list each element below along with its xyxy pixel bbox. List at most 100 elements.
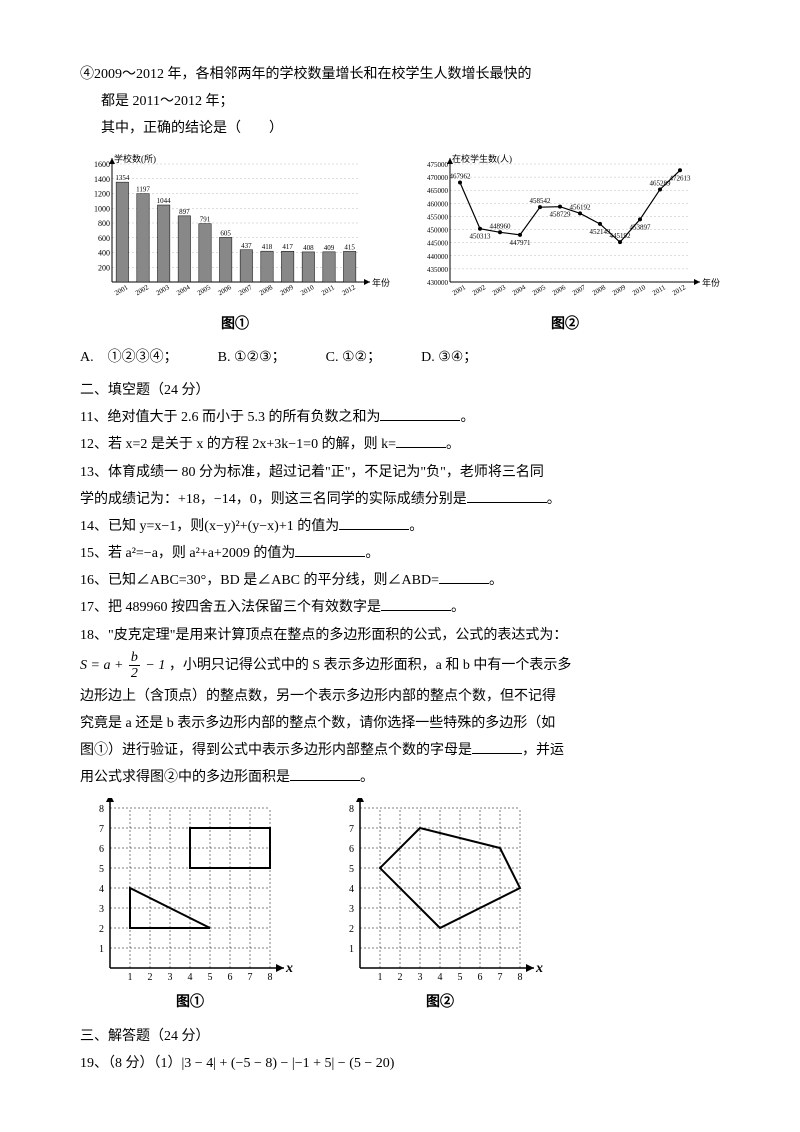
svg-text:2002: 2002 <box>471 283 488 297</box>
svg-text:5: 5 <box>458 972 463 983</box>
svg-text:418: 418 <box>262 243 273 251</box>
q14-blank[interactable] <box>339 515 409 530</box>
q16-blank[interactable] <box>439 569 489 584</box>
q18-l5: 图①）进行验证，得到公式中表示多边形内部整点个数的字母是，并运 <box>80 738 720 763</box>
q18-l6b: 。 <box>360 770 374 785</box>
svg-text:458729: 458729 <box>550 210 572 218</box>
svg-text:3: 3 <box>168 972 173 983</box>
svg-text:3: 3 <box>349 904 354 915</box>
svg-text:437: 437 <box>241 241 252 249</box>
svg-text:5: 5 <box>208 972 213 983</box>
svg-text:472613: 472613 <box>670 174 692 182</box>
svg-text:2004: 2004 <box>511 283 528 297</box>
svg-text:2010: 2010 <box>299 283 316 297</box>
q18-l6a: 用公式求得图②中的多边形面积是 <box>80 770 290 785</box>
q11-text: 11、绝对值大于 2.6 而小于 5.3 的所有负数之和为 <box>80 410 380 425</box>
q18-l6: 用公式求得图②中的多边形面积是 。 <box>80 765 720 790</box>
option-A[interactable]: A. ①②③④； <box>80 345 178 370</box>
svg-text:4: 4 <box>438 972 443 983</box>
svg-text:2: 2 <box>148 972 153 983</box>
svg-text:2005: 2005 <box>531 283 548 297</box>
svg-text:2012: 2012 <box>341 283 358 297</box>
svg-text:465289: 465289 <box>650 179 672 187</box>
svg-text:470000: 470000 <box>427 174 449 182</box>
option-D[interactable]: D. ③④； <box>421 345 477 370</box>
svg-text:415: 415 <box>344 243 355 251</box>
svg-text:2001: 2001 <box>451 283 468 297</box>
svg-text:8: 8 <box>518 972 523 983</box>
svg-text:475000: 475000 <box>427 161 449 169</box>
svg-text:8: 8 <box>268 972 273 983</box>
chart1-caption: 图① <box>80 312 390 337</box>
svg-text:7: 7 <box>498 972 503 983</box>
f-den: 2 <box>129 666 140 681</box>
svg-text:7: 7 <box>248 972 253 983</box>
svg-text:400: 400 <box>98 248 110 257</box>
geom1-block: 1122334455667788yx 图① <box>80 798 300 1015</box>
svg-text:4: 4 <box>99 884 104 895</box>
svg-text:2011: 2011 <box>320 283 336 297</box>
svg-text:2008: 2008 <box>591 283 608 297</box>
svg-text:1197: 1197 <box>136 185 150 193</box>
svg-text:1: 1 <box>378 972 383 983</box>
svg-text:2012: 2012 <box>671 283 688 297</box>
q12-end: 。 <box>446 437 460 452</box>
svg-text:2009: 2009 <box>611 283 628 297</box>
svg-text:447971: 447971 <box>510 238 532 246</box>
svg-text:417: 417 <box>282 243 293 251</box>
q10-item4b: 都是 2011～2012 年； <box>80 89 720 114</box>
q15-blank[interactable] <box>295 542 365 557</box>
q11-blank[interactable] <box>380 406 460 421</box>
svg-text:2001: 2001 <box>113 283 130 297</box>
svg-text:年份: 年份 <box>372 277 390 288</box>
q18-l2: S = a + b2 − 1 ，小明只记得公式中的 S 表示多边形面积，a 和 … <box>80 650 720 682</box>
svg-text:458542: 458542 <box>530 197 552 205</box>
q13-end: 。 <box>547 492 561 507</box>
svg-text:5: 5 <box>99 864 104 875</box>
q12-blank[interactable] <box>396 433 446 448</box>
q13-l2: 学的成绩记为：+18，−14，0，则这三名同学的实际成绩分别是 。 <box>80 487 720 512</box>
svg-text:2007: 2007 <box>237 283 254 297</box>
option-B[interactable]: B. ①②③； <box>218 345 286 370</box>
svg-text:467962: 467962 <box>450 172 472 180</box>
section2-heading: 二、填空题（24 分） <box>80 378 720 403</box>
q18-blank2[interactable] <box>290 766 360 781</box>
f-pre: S = a + <box>80 658 127 673</box>
option-C[interactable]: C. ①②； <box>326 345 381 370</box>
q17-blank[interactable] <box>381 596 451 611</box>
svg-text:年份: 年份 <box>702 277 720 288</box>
q18-l2b: ，小明只记得公式中的 S 表示多边形面积，a 和 b 中有一个表示多 <box>169 658 572 673</box>
svg-text:408: 408 <box>303 243 314 251</box>
svg-text:2006: 2006 <box>551 283 568 297</box>
svg-text:2003: 2003 <box>155 283 172 297</box>
svg-text:409: 409 <box>324 243 335 251</box>
q17-end: 。 <box>451 600 465 615</box>
svg-text:6: 6 <box>478 972 483 983</box>
q13-blank[interactable] <box>467 488 547 503</box>
q16: 16、已知∠ABC=30°，BD 是∠ABC 的平分线，则∠ABD=。 <box>80 568 720 593</box>
geom1-caption: 图① <box>80 990 300 1015</box>
q18-blank1[interactable] <box>472 739 522 754</box>
f-num: b <box>129 650 140 666</box>
svg-text:2004: 2004 <box>175 283 192 297</box>
svg-text:6: 6 <box>228 972 233 983</box>
q18-l1: 18、"皮克定理"是用来计算顶点在整点的多边形面积的公式，公式的表达式为： <box>80 623 720 648</box>
svg-text:800: 800 <box>98 219 110 228</box>
q17-text: 17、把 489960 按四舍五入法保留三个有效数字是 <box>80 600 381 615</box>
svg-text:2011: 2011 <box>651 283 667 297</box>
svg-text:453897: 453897 <box>630 223 652 231</box>
geom2-svg: 1122334455667788yx <box>330 798 550 988</box>
svg-text:2002: 2002 <box>134 283 151 297</box>
svg-text:8: 8 <box>99 804 104 815</box>
svg-text:学校数(所): 学校数(所) <box>114 153 156 164</box>
svg-text:445000: 445000 <box>427 239 449 247</box>
q13-l2a: 学的成绩记为：+18，−14，0，则这三名同学的实际成绩分别是 <box>80 492 467 507</box>
svg-text:452143: 452143 <box>590 227 612 235</box>
q14-text: 14、已知 y=x−1，则(x−y)²+(y−x)+1 的值为 <box>80 519 339 534</box>
svg-text:8: 8 <box>349 804 354 815</box>
q18-l5a: 图①）进行验证，得到公式中表示多边形内部整点个数的字母是 <box>80 743 472 758</box>
svg-text:5: 5 <box>349 864 354 875</box>
svg-text:2: 2 <box>99 924 104 935</box>
svg-text:2003: 2003 <box>491 283 508 297</box>
q19: 19、（8 分）（1）|3 − 4| + (−5 − 8) − |−1 + 5|… <box>80 1051 720 1076</box>
